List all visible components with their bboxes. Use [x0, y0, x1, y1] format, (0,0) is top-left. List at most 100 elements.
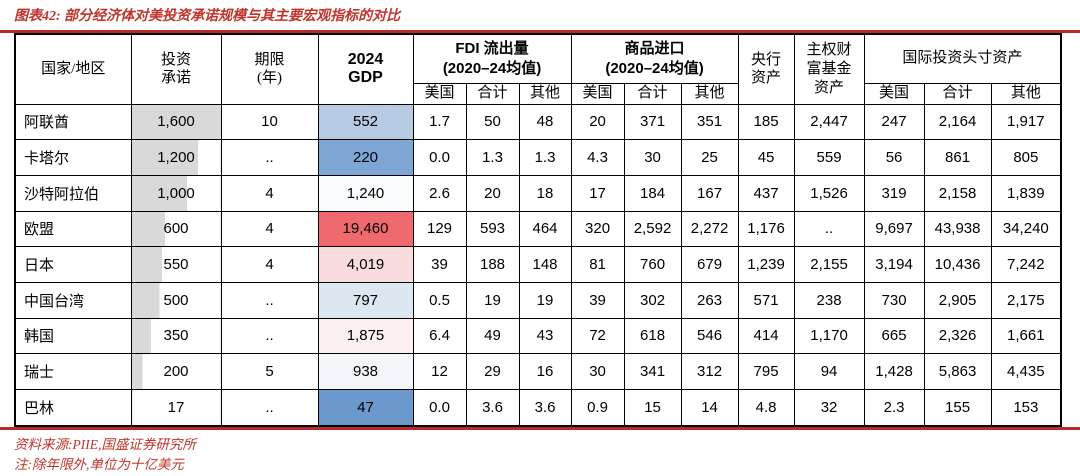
imports-us-cell: 20	[570, 103, 625, 141]
imports-us-cell: 39	[570, 281, 625, 319]
term-cell: 10	[220, 103, 319, 141]
sub-header-iip-other: 其他	[990, 82, 1062, 105]
table-row: 韩国 350.. 1,875 6.4 49 43 72 618 546 414 1,170 665 2,…	[14, 317, 1062, 355]
gdp-cell: 797	[317, 281, 414, 319]
commitment-cell: 500	[130, 281, 222, 319]
term-cell: ..	[220, 139, 319, 176]
imports-other-cell: 25	[680, 139, 739, 176]
col-header-gdp: 2024 GDP	[317, 33, 414, 105]
group-header-fdi-outflow: FDI 流出量 (2020–24均值)	[412, 33, 572, 84]
iip-other-cell: 7,242	[990, 246, 1062, 283]
iip-us-cell: 9,697	[863, 210, 925, 248]
swf-assets-cell: 559	[793, 139, 865, 176]
fdi-other-cell: 16	[518, 353, 572, 390]
term-cell: ..	[220, 317, 319, 355]
swf-assets-cell: 2,155	[793, 246, 865, 283]
term-cell: ..	[220, 281, 319, 319]
fdi-other-cell: 148	[518, 246, 572, 283]
swf-assets-cell: 1,170	[793, 317, 865, 355]
commitment-cell: 1,200	[130, 139, 222, 176]
country-cell: 沙特阿拉伯	[14, 174, 132, 212]
central-bank-assets-cell: 45	[737, 139, 795, 176]
imports-us-cell: 17	[570, 174, 625, 212]
imports-other-cell: 167	[680, 174, 739, 212]
gdp-cell: 1,875	[317, 317, 414, 355]
fdi-us-cell: 12	[412, 353, 467, 390]
fdi-total-cell: 29	[465, 353, 520, 390]
iip-us-cell: 1,428	[863, 353, 925, 390]
col-header-commitment-line1: 投资	[160, 51, 191, 68]
note-line: 注:除年限外,单位为十亿美元	[14, 457, 184, 472]
term-cell: 4	[220, 174, 319, 212]
col-header-cb-line1: 央行	[751, 51, 782, 68]
group-header-fdi-line1: FDI 流出量	[455, 40, 529, 58]
imports-other-cell: 263	[680, 281, 739, 319]
figure-title: 图表42: 部分经济体对美投资承诺规模与其主要宏观指标的对比	[14, 9, 401, 24]
central-bank-assets-cell: 571	[737, 281, 795, 319]
imports-total-cell: 618	[623, 317, 682, 355]
group-header-imports-line1: 商品进口	[624, 40, 685, 58]
iip-total-cell: 2,158	[923, 174, 992, 212]
fdi-other-cell: 1.3	[518, 139, 572, 176]
sub-header-iip-us: 美国	[863, 82, 925, 105]
fdi-us-cell: 0.0	[412, 389, 467, 427]
iip-total-cell: 10,436	[923, 246, 992, 283]
col-header-central-bank-assets: 央行 资产	[737, 33, 795, 105]
fdi-us-cell: 1.7	[412, 103, 467, 141]
table-row: 卡塔尔 1,200.. 220 0.0 1.3 1.3 4.3 30 25 45 559 56 861 8…	[14, 139, 1062, 176]
fdi-us-cell: 129	[412, 210, 467, 248]
fdi-us-cell: 0.0	[412, 139, 467, 176]
col-header-term-line1: 期限	[254, 51, 285, 68]
fdi-other-cell: 464	[518, 210, 572, 248]
commitment-cell: 550	[130, 246, 222, 283]
swf-assets-cell: 94	[793, 353, 865, 390]
fdi-total-cell: 20	[465, 174, 520, 212]
central-bank-assets-cell: 795	[737, 353, 795, 390]
group-header-iip-assets: 国际投资头寸资产	[863, 33, 1062, 84]
swf-assets-cell: ..	[793, 210, 865, 248]
central-bank-assets-cell: 1,176	[737, 210, 795, 248]
gdp-cell: 552	[317, 103, 414, 141]
table-row: 中国台湾 500.. 797 0.5 19 19 39 302 263 571 238 730 2,90…	[14, 281, 1062, 319]
iip-total-cell: 2,164	[923, 103, 992, 141]
country-cell: 韩国	[14, 317, 132, 355]
bottom-divider-rule	[0, 427, 1080, 430]
iip-other-cell: 4,435	[990, 353, 1062, 390]
col-header-country: 国家/地区	[14, 33, 132, 105]
commitment-cell: 1,600	[130, 103, 222, 141]
fdi-other-cell: 43	[518, 317, 572, 355]
imports-total-cell: 341	[623, 353, 682, 390]
sub-header-fdi-other: 其他	[518, 82, 572, 105]
fdi-total-cell: 49	[465, 317, 520, 355]
iip-total-cell: 43,938	[923, 210, 992, 248]
iip-total-cell: 2,905	[923, 281, 992, 319]
col-header-gdp-line1: 2024	[347, 50, 384, 68]
iip-us-cell: 3,194	[863, 246, 925, 283]
imports-us-cell: 320	[570, 210, 625, 248]
col-header-swf-line2: 富基金	[806, 60, 852, 77]
iip-other-cell: 2,175	[990, 281, 1062, 319]
iip-other-cell: 805	[990, 139, 1062, 176]
iip-us-cell: 730	[863, 281, 925, 319]
col-header-commitment: 投资 承诺	[130, 33, 222, 105]
fdi-other-cell: 19	[518, 281, 572, 319]
imports-total-cell: 184	[623, 174, 682, 212]
table-row: 欧盟 600 4 19,460 129 593 464 320 2,592 2,272 1,176.…	[14, 210, 1062, 248]
col-header-term: 期限 (年)	[220, 33, 319, 105]
macro-indicators-table: 国家/地区 投资 承诺 期限 (年) 2024 GDP FDI 流出量 (202…	[14, 33, 1063, 427]
group-header-imports-line2: (2020–24均值)	[605, 59, 704, 77]
term-cell: 4	[220, 246, 319, 283]
imports-total-cell: 2,592	[623, 210, 682, 248]
imports-total-cell: 302	[623, 281, 682, 319]
imports-other-cell: 679	[680, 246, 739, 283]
central-bank-assets-cell: 185	[737, 103, 795, 141]
sub-header-iip-total: 合计	[923, 82, 992, 105]
fdi-us-cell: 6.4	[412, 317, 467, 355]
top-divider-rule	[0, 30, 1080, 33]
table-row: 阿联酋 1,600 10 552 1.7 50 48 20 371 351 185 2,447 247 2…	[14, 103, 1062, 141]
fdi-us-cell: 2.6	[412, 174, 467, 212]
country-cell: 欧盟	[14, 210, 132, 248]
country-cell: 阿联酋	[14, 103, 132, 141]
imports-other-cell: 351	[680, 103, 739, 141]
